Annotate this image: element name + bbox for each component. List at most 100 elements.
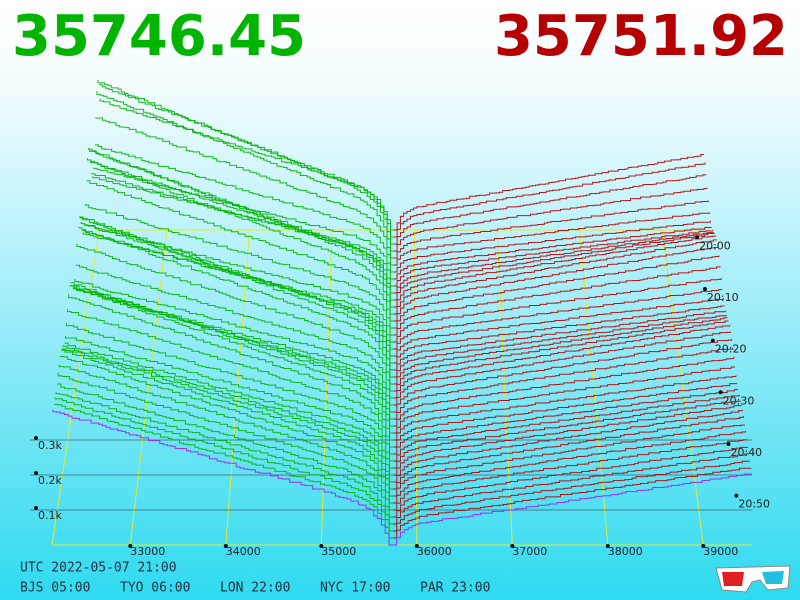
ask-curve	[393, 220, 711, 273]
x-tick-label: 38000	[608, 545, 643, 558]
ask-curve	[393, 317, 728, 385]
bid-curve	[61, 349, 394, 490]
depth-row	[54, 397, 750, 532]
time-tick-mark	[702, 286, 707, 291]
ask-curve	[393, 324, 731, 399]
ask-curve	[393, 338, 733, 413]
bid-curve	[52, 409, 393, 546]
x-tick-label: 37000	[512, 545, 547, 558]
bid-curve	[95, 117, 394, 259]
grid-line	[225, 229, 250, 546]
x-tick-mark	[319, 544, 324, 548]
z-tick-label: 0.1k	[38, 509, 62, 522]
depth-row	[75, 264, 729, 392]
depth-row	[61, 347, 743, 483]
ask-curve	[392, 431, 747, 504]
bid-curve	[84, 203, 394, 329]
city-time: LON 22:00	[220, 581, 290, 596]
time-tick-label: 20:50	[738, 498, 770, 511]
ask-curve	[393, 235, 717, 308]
bid-curve	[62, 345, 394, 476]
ask-curve	[393, 174, 707, 245]
city-time: NYC 17:00	[320, 581, 390, 596]
depth-row	[70, 282, 735, 427]
bid-curve	[66, 323, 394, 455]
grid-line	[129, 229, 168, 546]
ask-curve	[393, 162, 706, 238]
depth-row	[79, 216, 726, 371]
depth-row	[89, 149, 715, 301]
grid-line	[414, 229, 418, 546]
z-tick-mark	[34, 436, 38, 440]
bid-curve	[96, 91, 394, 252]
bid-curve	[55, 392, 393, 525]
depth-row	[96, 91, 708, 252]
depth-row	[76, 243, 728, 385]
depth-row	[68, 294, 737, 441]
depth-row	[86, 158, 717, 315]
ask-curve	[393, 227, 712, 280]
time-tick-mark	[726, 441, 731, 446]
depth-row	[86, 180, 719, 322]
ask-price: 35751.92	[494, 4, 788, 69]
bid-curve	[99, 98, 394, 231]
depth-row	[93, 167, 711, 273]
ask-curve	[393, 416, 744, 490]
ask-curve	[393, 356, 735, 427]
bid-curve	[74, 279, 394, 399]
ask-curve	[392, 453, 749, 525]
depth-row	[67, 309, 738, 448]
time-tick-label: 20:10	[707, 291, 739, 304]
bid-curve	[97, 79, 394, 245]
depth-row	[84, 203, 720, 329]
z-tick-label: 0.3k	[38, 439, 62, 452]
ask-curve	[393, 320, 729, 392]
city-time: TYO 06:00	[120, 581, 190, 596]
bid-curve	[88, 147, 394, 308]
ask-curve	[393, 230, 714, 287]
bid-curve	[86, 158, 394, 315]
depth-row	[64, 342, 741, 469]
3d-glasses-icon	[715, 565, 791, 593]
depth-row	[69, 285, 735, 434]
depth-row	[52, 409, 752, 546]
city-time: PAR 23:00	[420, 581, 490, 596]
bid-price: 35746.45	[12, 4, 306, 69]
ask-curve	[392, 439, 748, 511]
time-tick-label: 20:20	[715, 343, 747, 356]
ask-curve	[393, 278, 722, 343]
z-tick-mark	[34, 506, 38, 510]
grid-line	[320, 229, 333, 546]
bid-curve	[93, 167, 394, 273]
depth-row	[95, 117, 709, 259]
time-tick-label: 20:00	[699, 239, 731, 252]
bid-curve	[69, 285, 394, 434]
z-tick-label: 0.2k	[38, 474, 62, 487]
depth-row	[53, 403, 752, 539]
ask-curve	[393, 298, 724, 357]
bid-curve	[70, 282, 394, 427]
ask-curve	[393, 310, 726, 371]
depth-row	[88, 147, 717, 308]
time-tick-mark	[734, 493, 739, 498]
depth-row	[62, 345, 742, 476]
ask-curve	[392, 446, 749, 518]
grid-line	[661, 229, 704, 546]
depth-row	[94, 144, 710, 266]
depth-row	[74, 279, 731, 399]
ask-curve	[393, 315, 727, 378]
bid-curve	[79, 216, 394, 364]
depth-row	[59, 356, 745, 497]
ask-curve	[393, 212, 710, 266]
ask-curve	[393, 289, 723, 350]
bid-curve	[89, 149, 394, 301]
grid-line	[496, 229, 513, 546]
depth-row	[79, 216, 725, 364]
ask-curve	[393, 347, 734, 420]
ask-curve	[393, 233, 715, 301]
bid-curve	[67, 309, 394, 448]
ask-curve	[393, 239, 717, 315]
depth-row	[58, 364, 747, 504]
ask-curve	[393, 389, 739, 455]
ask-curve	[393, 366, 735, 434]
